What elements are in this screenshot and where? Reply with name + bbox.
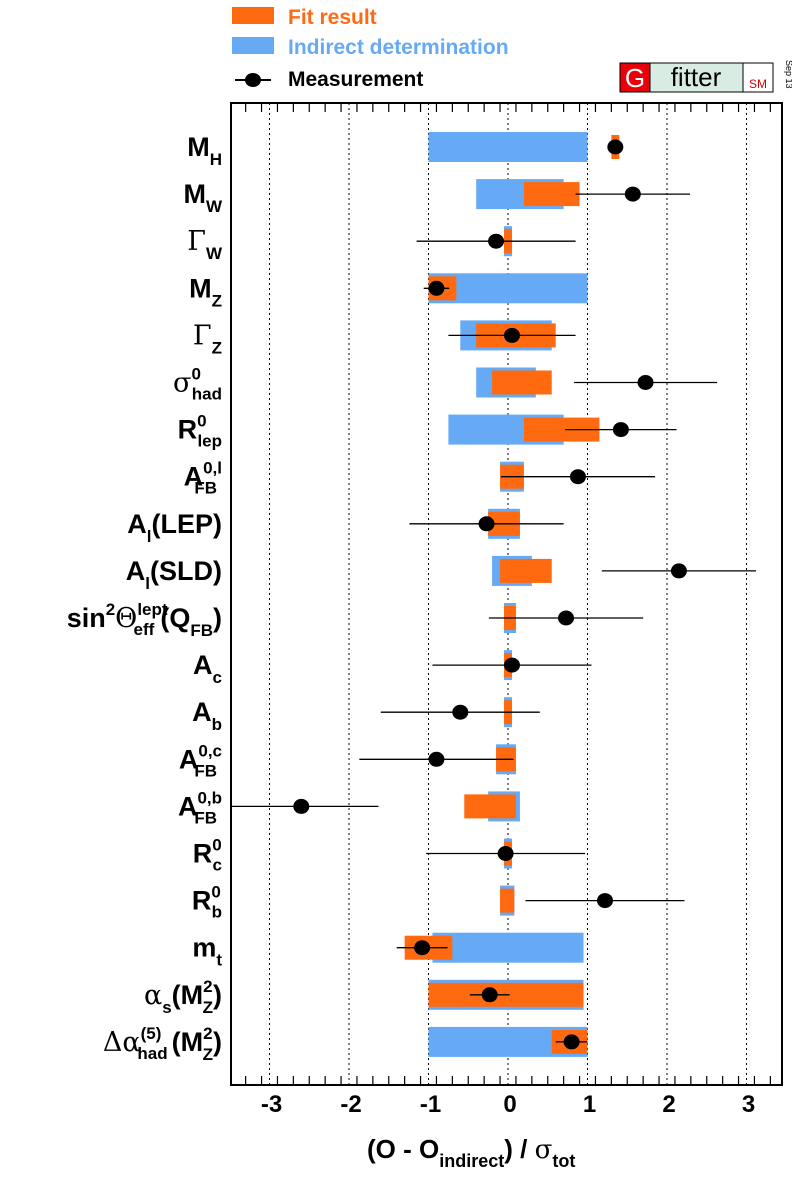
measurement-point	[670, 563, 687, 579]
row-label-text: R0 lep	[178, 412, 222, 451]
row-label: ΓW	[187, 226, 223, 263]
fit-bar	[464, 794, 516, 819]
plot-frame	[230, 102, 783, 1086]
measurement-point	[414, 940, 431, 956]
indirect-bar	[432, 932, 584, 963]
row-label: σ0 had	[173, 365, 222, 404]
row-label: R0 b	[192, 883, 222, 922]
row-label-text: A0,l FB	[184, 459, 222, 498]
row-label-text: A0,c FB	[179, 741, 222, 780]
x-tick-label: -2	[340, 1091, 361, 1118]
logo-date: Sep 13	[784, 60, 792, 89]
logo-fitter-box	[649, 62, 744, 93]
row-label: Δα(5) had (M2 Z)	[103, 1024, 222, 1064]
x-tick-label: 1	[583, 1091, 596, 1118]
legend-measurement-marker	[245, 73, 261, 87]
row-label: Ac	[193, 650, 222, 687]
x-tick-label: -3	[261, 1091, 282, 1118]
measurement-point	[478, 516, 495, 532]
x-tick-label: -1	[420, 1091, 441, 1118]
row-label: Al(LEP)	[127, 509, 222, 546]
grid	[269, 103, 747, 1085]
gfitter-logo: G fitter SM Sep 13	[619, 60, 792, 93]
fit-bar	[523, 182, 580, 207]
x-axis-title: (O - Oindirect) / σtot	[367, 1134, 575, 1171]
measurement-point	[503, 657, 520, 673]
row-label-text: A0,b FB	[178, 788, 222, 827]
row-label: A0,l FB	[184, 459, 222, 498]
row-label: mt	[192, 933, 222, 970]
indirect-bar	[428, 132, 588, 162]
x-tick-label: 0	[503, 1091, 516, 1118]
row-label: ΓZ	[193, 320, 222, 357]
measurement-point	[293, 798, 310, 814]
measurement-point	[607, 139, 624, 155]
svg-text:(O - Oindirect) / σtot: (O - Oindirect) / σtot	[367, 1134, 575, 1171]
measurement-point	[497, 846, 514, 861]
measurement-point	[558, 610, 575, 626]
measurement-point	[428, 751, 445, 767]
row-label: R0 c	[193, 836, 222, 875]
measurement-point	[428, 280, 445, 296]
measurement-point	[503, 327, 520, 343]
measurement-point	[488, 233, 505, 249]
data-bars	[231, 132, 757, 1057]
legend-fit-swatch	[232, 7, 274, 24]
logo-sm-text: SM	[749, 77, 767, 91]
axes-frame	[230, 102, 783, 1086]
logo-g-text: G	[625, 63, 645, 93]
row-label: sin2Θlept eff (QFB)	[67, 600, 222, 640]
row-label: Al(SLD)	[126, 556, 222, 593]
legend-indirect-label: Indirect determination	[288, 36, 509, 59]
x-tick-labels: -3 -2 -1 0 1 2 3	[261, 1091, 755, 1118]
fit-bar	[500, 558, 552, 583]
x-tick-label: 2	[662, 1091, 675, 1118]
legend: Fit result Indirect determination Measur…	[232, 6, 509, 91]
legend-indirect-swatch	[232, 37, 274, 54]
fit-bar	[500, 888, 515, 913]
row-label: Ab	[192, 697, 222, 734]
row-label: MZ	[189, 273, 222, 310]
row-label: MH	[187, 132, 222, 169]
legend-measurement-label: Measurement	[288, 68, 423, 91]
logo-fitter-text: fitter	[671, 62, 722, 92]
measurement-point	[452, 704, 469, 720]
measurement-point	[637, 375, 654, 390]
row-label: R0 lep	[178, 412, 222, 451]
row-label-text: σ0 had	[173, 365, 222, 404]
row-label: MW	[183, 179, 223, 216]
measurement-point	[569, 469, 586, 485]
row-labels: MH MW ΓW MZ ΓZ σ0 had R0 lep A0,l FB Al(LEP) Al(SLD)…	[67, 132, 223, 1064]
fit-bar	[492, 370, 552, 395]
logo-sm-box	[742, 62, 774, 93]
measurement-point	[612, 422, 629, 438]
row-label-text: R0 c	[193, 836, 222, 875]
row-label-text: R0 b	[192, 883, 222, 922]
measurement-point	[481, 987, 498, 1003]
x-tick-label: 3	[742, 1091, 755, 1118]
row-label: αs(M2 Z)	[144, 977, 222, 1017]
row-label: A0,b FB	[178, 788, 222, 827]
measurement-point	[563, 1034, 580, 1050]
measurement-point	[624, 186, 641, 202]
legend-fit-label: Fit result	[288, 6, 377, 29]
measurement-point	[596, 893, 613, 909]
row-label: A0,c FB	[179, 741, 222, 780]
